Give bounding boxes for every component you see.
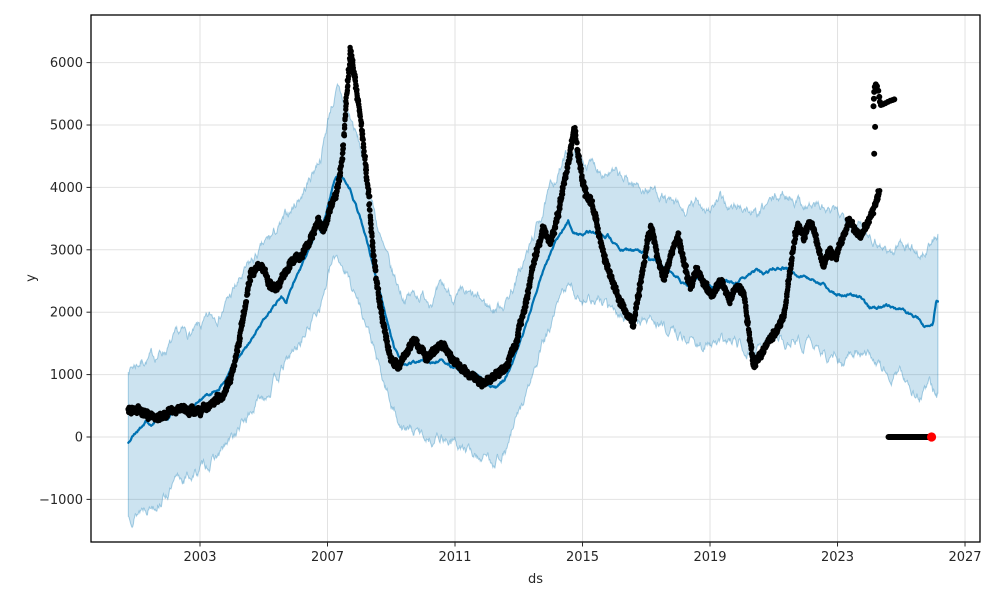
axes: 2003 2007 2011 2015 2019 2023 2027 −1000 0 1000 20… xyxy=(39,14,982,565)
y-tick-label: 2000 xyxy=(50,306,83,321)
y-tick-label: 4000 xyxy=(50,181,83,196)
y-tick-label: 6000 xyxy=(50,56,83,71)
uncertainty-band xyxy=(127,82,939,529)
x-axis-label: ds xyxy=(528,572,543,587)
y-tick-label: 0 xyxy=(75,430,83,445)
x-tick-label: 2023 xyxy=(821,550,854,565)
x-tick-label: 2011 xyxy=(438,550,471,565)
forecast-trend-line xyxy=(127,172,940,444)
x-tick-label: 2003 xyxy=(183,550,216,565)
x-tick-label: 2027 xyxy=(948,550,981,565)
latest-point-marker xyxy=(926,432,937,442)
plot-border xyxy=(90,14,981,543)
latest-point-dot xyxy=(926,432,937,442)
y-tick-label: 5000 xyxy=(50,119,83,134)
y-tick-label: −1000 xyxy=(39,493,83,508)
forecast-line xyxy=(127,172,940,444)
x-tick-label: 2019 xyxy=(693,550,726,565)
y-axis-label: y xyxy=(24,274,39,282)
grid-lines xyxy=(91,15,980,542)
x-tick-label: 2007 xyxy=(311,550,344,565)
x-tick-label: 2015 xyxy=(566,550,599,565)
uncertainty-interval xyxy=(127,82,939,529)
y-tick-label: 1000 xyxy=(50,368,83,383)
y-tick-label: 3000 xyxy=(50,243,83,258)
